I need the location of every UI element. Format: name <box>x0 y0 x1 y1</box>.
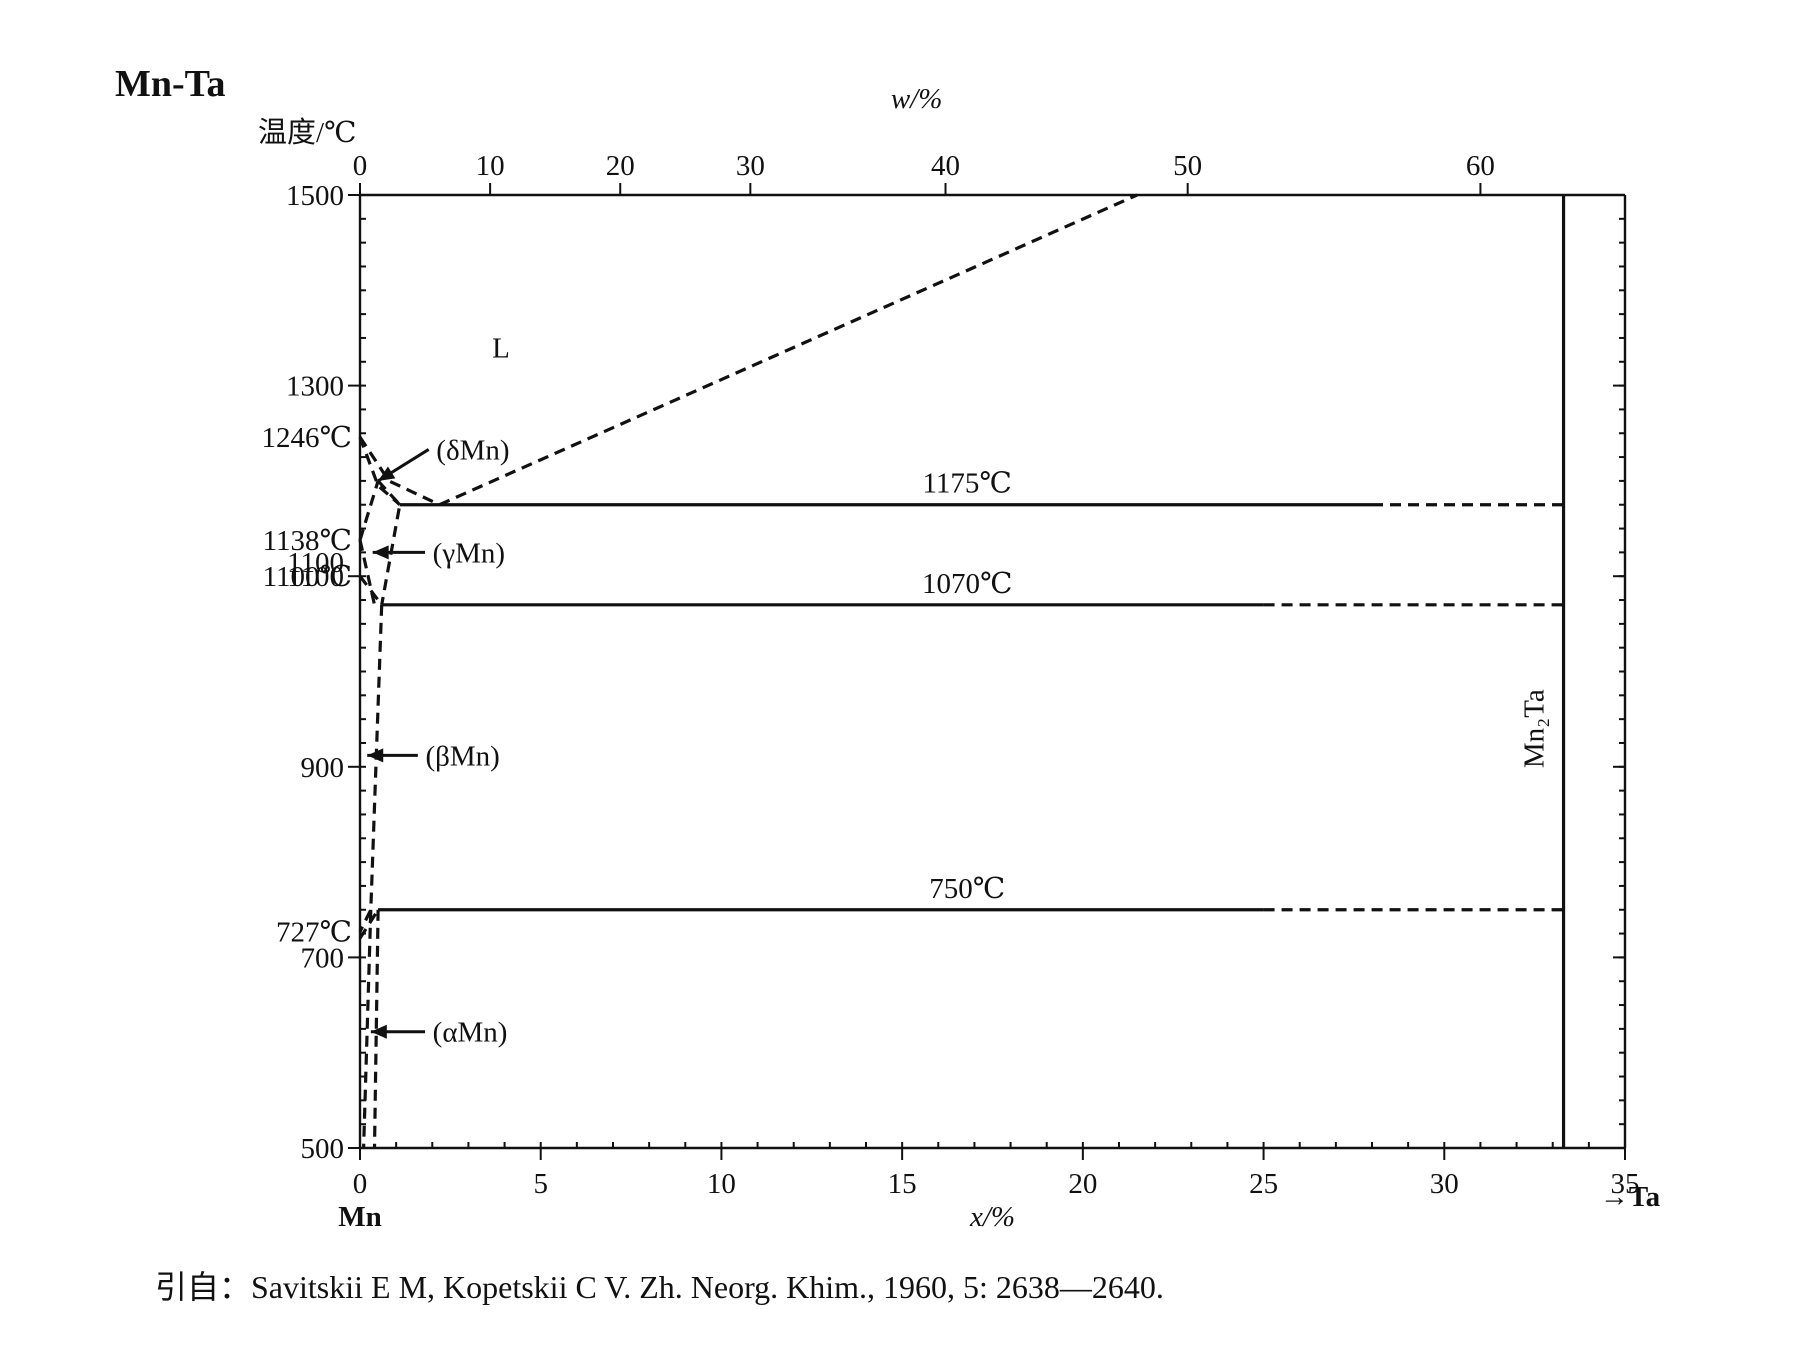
top-tick-label: 0 <box>353 150 368 182</box>
x-tick-label: 35 <box>1611 1168 1640 1200</box>
region-label: (αMn) <box>433 1017 508 1049</box>
arrow-head <box>378 466 396 481</box>
arrow-head <box>367 748 384 763</box>
region-label: (βMn) <box>425 740 499 772</box>
region-label: L <box>492 332 510 364</box>
phase-boundary <box>372 909 380 1149</box>
top-tick-label: 60 <box>1466 150 1495 182</box>
phase-boundary <box>376 479 402 606</box>
isotherm-label: 1175℃ <box>923 468 1012 500</box>
extra-tick-label: 1100 <box>287 547 344 579</box>
top-tick-label: 40 <box>931 150 960 182</box>
x-tick-label: 5 <box>533 1168 548 1200</box>
top-tick-label: 30 <box>736 150 765 182</box>
phase-boundary <box>358 908 380 940</box>
y-tick-label: 500 <box>301 1133 345 1165</box>
special-temp-label: 1100℃ <box>263 561 352 593</box>
phase-boundary <box>358 436 441 507</box>
region-label: (δMn) <box>436 434 509 466</box>
left-end-label: Mn <box>338 1201 382 1233</box>
y-tick-label: 1100 <box>287 561 344 593</box>
phase-boundary <box>358 604 384 933</box>
phase-boundary <box>362 909 373 1149</box>
right-end-label: →Ta <box>1600 1181 1661 1213</box>
arrow-head <box>372 545 389 560</box>
phase-boundary <box>358 480 380 541</box>
special-temp-label: 1138℃ <box>263 525 352 557</box>
arrow-head <box>370 1024 387 1039</box>
top-tick-label: 10 <box>476 150 505 182</box>
phase-boundary <box>358 575 383 606</box>
special-temp-label: 1246℃ <box>262 422 352 454</box>
top-tick-label: 20 <box>606 150 635 182</box>
x-tick-label: 10 <box>707 1168 736 1200</box>
isotherm-label: 1070℃ <box>922 568 1012 600</box>
top-tick-label: 50 <box>1173 150 1202 182</box>
y-tick-label: 900 <box>301 752 345 784</box>
chart-title: Mn-Ta <box>115 63 226 105</box>
x-tick-label: 30 <box>1430 1168 1459 1200</box>
y-tick-label: 700 <box>301 942 345 974</box>
citation: 引自：Savitskii E M, Kopetskii C V. Zh. Neo… <box>155 1269 1164 1305</box>
special-temp-label: 727℃ <box>276 917 352 949</box>
phase-boundary <box>438 193 1138 507</box>
y-axis-title: 温度/℃ <box>258 116 357 149</box>
isotherm-label: 750℃ <box>929 873 1005 905</box>
compound-label: Mn₂Ta <box>1519 689 1551 768</box>
y-tick-label: 1500 <box>286 180 344 212</box>
phase-labels: 1175℃ 1070℃ 750℃ Mn₂Ta L (δMn) (γMn) (βMn) (αMn) <box>367 332 1551 1049</box>
x-tick-label: 15 <box>888 1168 917 1200</box>
x-axis-title: x/% <box>969 1201 1015 1233</box>
y-tick-label: 1300 <box>286 371 344 403</box>
top-axis-title: w/% <box>891 83 943 115</box>
region-label: (γMn) <box>433 537 505 569</box>
x-tick-label: 25 <box>1249 1168 1278 1200</box>
x-tick-label: 20 <box>1068 1168 1097 1200</box>
phase-lines <box>358 193 1566 1149</box>
x-tick-label: 0 <box>353 1168 368 1200</box>
